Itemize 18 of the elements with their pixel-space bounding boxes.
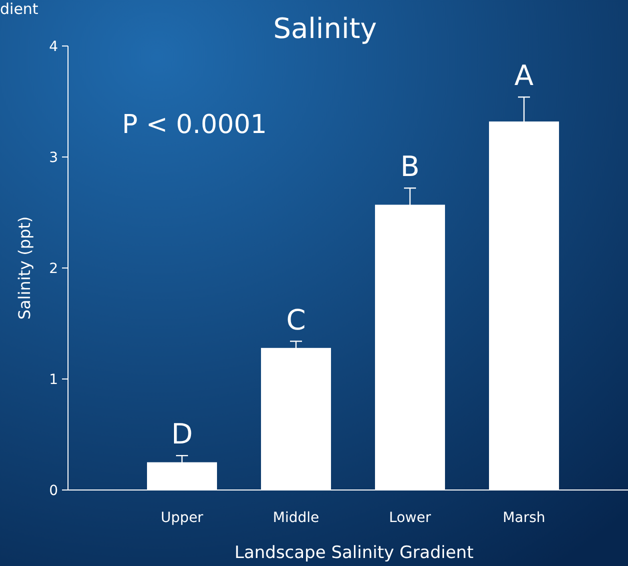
annotation: D <box>171 418 193 451</box>
x-tick-label: Marsh <box>502 510 546 526</box>
x-axis-title: Landscape Salinity Gradient <box>234 543 474 563</box>
y-tick-label: 2 <box>49 260 58 277</box>
annotation: C <box>286 303 306 336</box>
x-tick-label: Upper <box>160 510 204 526</box>
y-tick-label: 1 <box>49 372 58 388</box>
text: dient <box>0 0 38 18</box>
y-axis-title: Salinity (ppt) <box>15 216 34 320</box>
chart-title: Salinity <box>273 12 377 45</box>
y-tick-label: 0 <box>49 482 58 499</box>
annotation: B <box>400 150 420 184</box>
x-tick-label: Lower <box>389 510 432 526</box>
x-tick-label: Middle <box>272 510 320 526</box>
y-tick-label: 3 <box>49 150 58 166</box>
annotation: A <box>514 59 534 92</box>
y-tick-label: 4 <box>49 38 58 55</box>
annotation: P < 0.0001 <box>122 110 267 140</box>
